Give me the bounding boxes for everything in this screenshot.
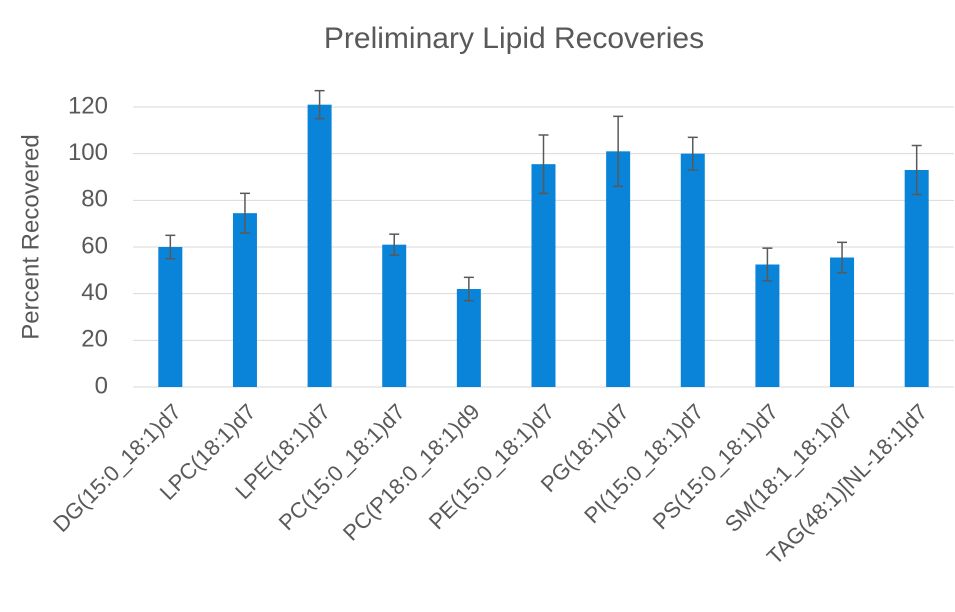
bar bbox=[755, 264, 780, 387]
x-tick-label: PC(P18:0_18:1)d9 bbox=[338, 399, 485, 546]
y-tick-label: 40 bbox=[81, 279, 108, 306]
bar bbox=[307, 104, 332, 388]
error-bar bbox=[837, 241, 848, 274]
x-tick-label: PE(15:0_18:1)d7 bbox=[424, 399, 559, 534]
bar bbox=[232, 213, 257, 387]
y-tick-label: 0 bbox=[95, 372, 108, 399]
x-tick-label: PC(15:0_18:1)d7 bbox=[274, 399, 410, 535]
y-tick-label: 60 bbox=[81, 232, 108, 259]
error-bar bbox=[314, 89, 325, 120]
error-bar bbox=[538, 134, 549, 195]
bar bbox=[531, 164, 556, 387]
x-tick-label: PS(15:0_18:1)d7 bbox=[648, 399, 783, 534]
x-tick-label: SM(18:1_18:1)d7 bbox=[720, 399, 858, 537]
error-bar bbox=[613, 115, 624, 188]
bar bbox=[904, 170, 929, 387]
y-tick-label: 80 bbox=[81, 186, 108, 213]
error-bar bbox=[239, 192, 250, 234]
bar bbox=[606, 151, 631, 387]
error-bar bbox=[463, 276, 474, 302]
error-bar bbox=[389, 233, 400, 256]
error-bar bbox=[911, 144, 922, 196]
x-tick-label: DG(15:0_18:1)d7 bbox=[48, 399, 186, 537]
bar bbox=[680, 153, 705, 387]
chart-title: Preliminary Lipid Recoveries bbox=[324, 22, 704, 55]
y-tick-label: 20 bbox=[81, 326, 108, 353]
bar bbox=[830, 257, 855, 387]
bar bbox=[158, 247, 183, 387]
bar bbox=[456, 289, 481, 387]
y-tick-label: 120 bbox=[68, 92, 108, 119]
error-bar bbox=[165, 234, 176, 260]
error-bar bbox=[762, 247, 773, 282]
y-tick-label: 100 bbox=[68, 139, 108, 166]
error-bar bbox=[687, 136, 698, 171]
y-axis-label: Percent Recovered bbox=[17, 134, 44, 339]
bar bbox=[382, 244, 407, 387]
